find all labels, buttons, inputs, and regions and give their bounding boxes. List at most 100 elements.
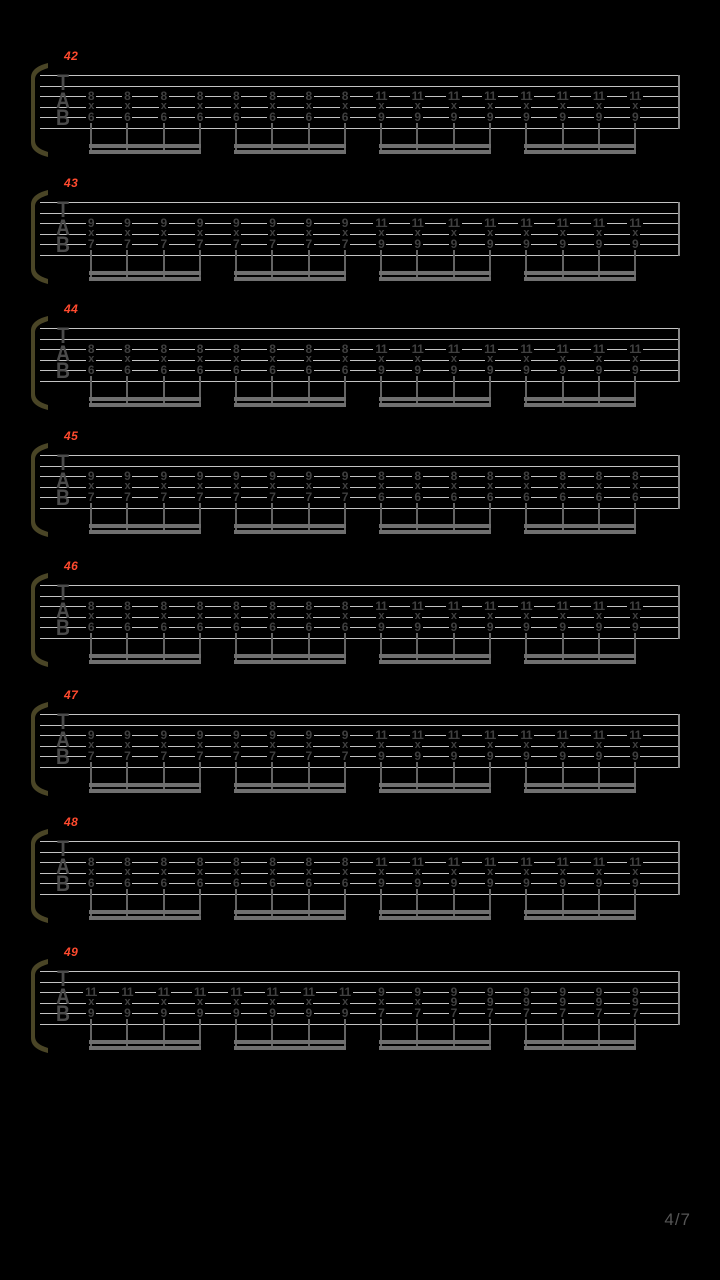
fret-text: x [194,996,205,1008]
tab-clef-letter: A [56,726,70,752]
staff-line [40,606,680,607]
fret-number: 7 [295,238,323,250]
fret-number: 9 [440,750,468,762]
mute-mark: x [186,997,214,1008]
fret-number: 6 [150,877,178,889]
fret-number: 9 [476,111,504,123]
fret-text: x [412,996,423,1008]
fret-text: 6 [122,109,133,124]
fret-text: x [86,227,96,239]
note-beam [379,277,491,281]
fret-number: 8 [150,341,178,356]
fret-text: 9 [412,236,423,251]
note-stem [488,122,491,154]
note-stem [90,249,92,281]
fret-text: 9 [303,215,314,230]
fret-number: 9 [440,877,468,889]
fret-number: 9 [585,621,613,633]
fret-text: 11 [155,984,172,999]
fret-text: x [557,227,568,239]
mute-mark: x [258,354,286,365]
fret-number: 8 [113,600,141,612]
mute-mark: x [295,740,323,751]
note-stem [525,761,528,793]
fret-number: 8 [476,470,504,482]
note-beam [89,530,201,534]
fret-text: 11 [482,598,498,613]
note-stem [597,375,600,407]
fret-text: x [630,739,640,751]
fret-text: 8 [194,88,205,103]
fret-number: 8 [295,343,323,355]
note-stem [343,632,346,664]
mute-mark: x [512,228,540,239]
tab-clef-letter: B [56,615,70,640]
fret-text: 9 [230,468,242,483]
note-beam [234,660,346,664]
fret-text: x [267,227,278,239]
fret-text: 7 [85,236,97,251]
fret-text: 6 [194,619,205,634]
mute-mark: x [367,354,395,365]
measure-number: 47 [64,688,79,702]
note-stem [525,502,528,534]
fret-text: 8 [85,341,97,356]
mute-mark: x [512,481,540,492]
fret-text: 8 [376,468,387,483]
fret-text: 7 [557,1005,568,1020]
fret-text: 9 [122,727,133,742]
note-beam [524,789,637,793]
fret-number: 7 [331,750,359,762]
fret-text: 9 [339,215,350,230]
fret-text: 9 [629,995,641,1009]
fret-text: 8 [158,341,169,356]
fret-text: 11 [627,854,643,869]
fret-text: x [340,866,350,878]
fret-text: 9 [629,984,641,999]
fret-number: 8 [77,341,105,356]
fret-number: 11 [186,986,214,998]
mute-mark: x [549,101,577,112]
mute-mark: x [222,740,250,751]
fret-text: x [122,996,133,1008]
staff-line [40,380,680,382]
fret-number: 9 [113,217,141,229]
fret-text: x [521,866,532,878]
fret-text: x [158,100,169,112]
fret-text: 11 [627,341,643,356]
mute-mark: x [476,101,504,112]
fret-number: 9 [440,364,468,376]
note-stem [271,888,274,920]
fret-text: 9 [194,727,205,742]
note-beam [89,660,201,664]
fret-number: 6 [331,621,359,633]
fret-text: 8 [412,468,423,483]
mute-mark: x [77,228,105,239]
tab-clef-letter: A [56,87,70,113]
fret-number: 9 [585,364,613,376]
fret-text: 11 [482,88,498,103]
note-stem [126,1018,129,1050]
fret-number: 6 [113,109,141,124]
note-stem [198,632,201,664]
mute-mark: x [150,997,178,1008]
fret-text: 9 [194,468,205,483]
note-stem [307,122,310,154]
fret-number: 9 [258,1007,286,1019]
measure-number: 44 [64,302,79,316]
mute-mark: x [77,481,105,492]
mute-mark: x [258,997,286,1008]
fret-text: 9 [629,875,641,890]
fret-number: 6 [440,491,468,503]
mute-mark: x [258,481,286,492]
note-beam [379,910,491,914]
tab-clef-letter: T [57,580,69,605]
staff-line [40,862,680,863]
fret-text: 8 [267,341,278,356]
fret-text: 11 [482,854,498,869]
note-beam [234,783,346,787]
fret-text: 7 [339,236,350,251]
note-beam [89,144,201,148]
note-stem [561,249,564,281]
fret-text: 11 [627,727,643,742]
